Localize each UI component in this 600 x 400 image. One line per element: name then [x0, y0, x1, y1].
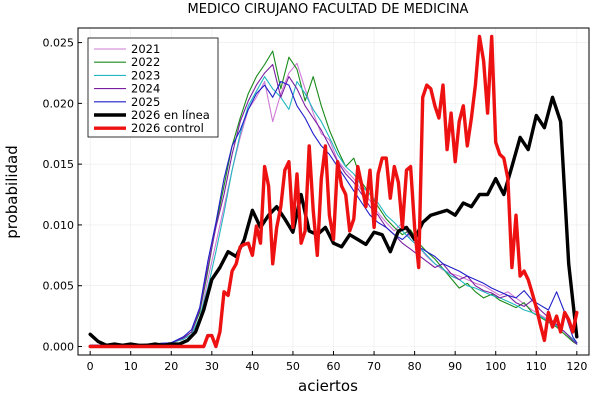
x-tick-label: 110 [526, 360, 547, 373]
legend-label: 2021 [131, 42, 160, 56]
x-tick-label: 120 [566, 360, 587, 373]
y-tick-label: 0.020 [43, 97, 75, 110]
x-tick-label: 50 [286, 360, 300, 373]
y-tick-label: 0.005 [43, 280, 75, 293]
legend-label: 2026 en línea [131, 108, 210, 122]
x-tick-label: 70 [367, 360, 381, 373]
series-layer [88, 34, 579, 349]
x-axis-label: aciertos [298, 377, 358, 395]
x-tick-label: 10 [124, 360, 138, 373]
legend-box [87, 37, 219, 138]
x-tick-label: 80 [408, 360, 422, 373]
y-tick-label: 0.015 [43, 158, 75, 171]
y-tick-label: 0.000 [43, 340, 75, 353]
chart-title: MEDICO CIRUJANO FACULTAD DE MEDICINA [188, 2, 469, 17]
y-axis-label: probabilidad [3, 145, 21, 239]
legend-label: 2024 [131, 82, 160, 96]
series-line-6 [88, 34, 579, 349]
legend-label: 2022 [131, 55, 160, 69]
y-tick-label: 0.010 [43, 219, 75, 232]
x-tick-label: 100 [485, 360, 506, 373]
series-line-4 [89, 80, 578, 346]
x-tick-label: 20 [164, 360, 178, 373]
x-tick-label: 0 [87, 360, 94, 373]
series-line-5 [88, 95, 579, 347]
x-tick-label: 30 [205, 360, 219, 373]
x-tick-label: 40 [245, 360, 259, 373]
y-tick-label: 0.025 [43, 37, 75, 50]
legend-label: 2026 control [131, 121, 204, 135]
x-tick-label: 60 [327, 360, 341, 373]
x-tick-label: 90 [448, 360, 462, 373]
legend-label: 2023 [131, 68, 160, 82]
legend-label: 2025 [131, 95, 160, 109]
axis-ticks: 0 10 20 30 40 50 60 70 80 90 100 110 120 0.000 0.005 0.… [43, 37, 588, 373]
